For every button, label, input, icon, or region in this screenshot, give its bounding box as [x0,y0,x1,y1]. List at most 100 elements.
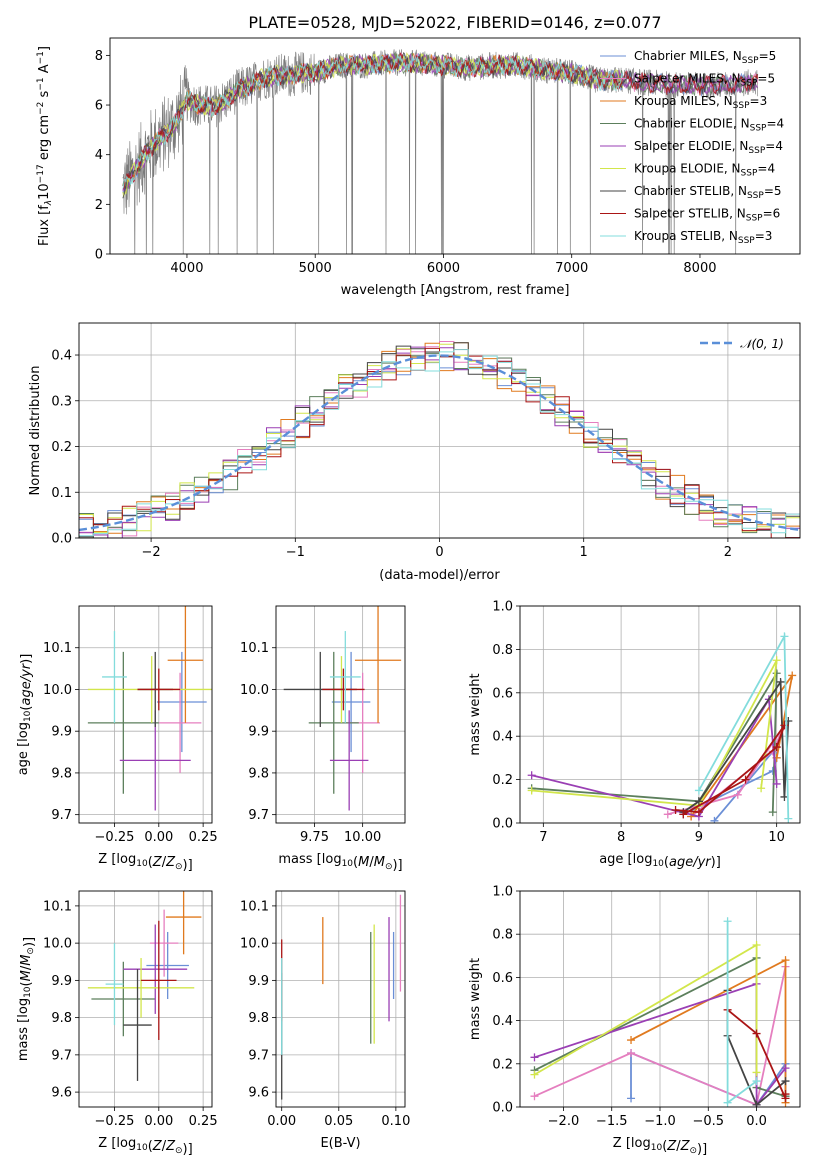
axes-frame [275,890,406,1108]
mass-weight-line [534,943,758,1076]
x-axis-label: mass [log10(M/M⊙)] [278,852,402,873]
legend-entry: 𝒩(0, 1) [740,337,784,351]
x-tick-label: −2.0 [548,1114,580,1129]
x-tick-label: 8000 [683,261,716,276]
y-tick-label: 9.7 [51,808,72,823]
x-tick-label: 9.75 [300,830,329,845]
y-tick-label: 9.9 [248,974,269,989]
y-tick-label: 0.0 [492,1101,513,1116]
data-point-marker [757,784,766,793]
y-tick-label: 0.6 [492,971,513,986]
x-tick-label: 7000 [555,261,588,276]
y-tick-label: 0.4 [492,1014,513,1029]
mass-weight-vs-age-panel: 7 8 9 10 0.0 0.2 0.4 0.6 0.8 1.0 age [log10(age/yr… [468,600,801,870]
mass-weight-line [531,669,778,813]
plot-area [79,341,800,538]
y-tick-label: 2 [95,198,103,213]
y-axis-label: Normed distribution [28,366,43,496]
y-tick-label: 10.1 [43,641,72,656]
data-point-marker [772,669,781,678]
x-tick-label: 0 [435,545,443,560]
y-tick-label: 9.8 [51,1011,72,1026]
data-point-marker [776,677,785,686]
data-point-marker [663,810,672,819]
plot-area [122,49,759,254]
data-point-marker [723,1098,732,1107]
y-tick-label: 10.1 [240,899,269,914]
y-tick-label: 0.2 [492,773,513,788]
y-tick-label: 10.0 [240,683,269,698]
data-point-marker [694,808,703,817]
y-tick-label: 0.3 [51,394,72,409]
y-tick-label: 0.2 [51,440,72,455]
data-point-marker [530,1070,539,1079]
y-tick-label: 0.4 [492,730,513,745]
age-vs-mass-panel: 9.75 10.00 9.7 9.8 9.9 10.0 10.1 mass [log10(M/… [240,605,406,873]
legend-entry: Kroupa ELODIE, NSSP=4 [634,162,775,179]
data-point-marker [781,1077,790,1086]
legend-entry: Chabrier ELODIE, NSSP=4 [634,117,784,134]
data-point-marker [627,1094,636,1103]
plot-area [281,894,402,1100]
y-tick-label: 10.0 [43,683,72,698]
age-vs-metallicity-panel: −0.25 0.00 0.25 9.7 9.8 9.9 10.0 10.1 Z [log10(Z… [16,605,218,873]
data-point-marker [694,797,703,806]
x-tick-label: 0.10 [381,1114,410,1129]
error-bar [137,668,181,711]
y-tick-label: 0.1 [51,486,72,501]
error-bar [105,943,124,1026]
y-tick-label: 10.1 [240,641,269,656]
plot-area [527,632,797,823]
data-point-marker [788,671,797,680]
plot-area [283,606,402,811]
y-tick-label: 10.0 [240,937,269,952]
y-axis-label: mass [log10(M/M⊙)] [16,937,37,1061]
data-point-marker [741,775,750,784]
data-point-marker [781,956,790,965]
x-axis-label: age [log10(age/yr)] [599,852,721,870]
mass-vs-extinction-panel: 0.00 0.05 0.10 9.6 9.7 9.8 9.9 10.0 10.1 E(B-V) [240,890,410,1151]
x-tick-label: 4000 [170,261,203,276]
y-tick-label: 8 [95,49,103,64]
y-tick-label: 0.0 [51,532,72,547]
data-point-marker [733,790,742,799]
y-tick-label: 9.8 [248,766,269,781]
y-tick-label: 0.8 [492,643,513,658]
plot-area [530,917,790,1107]
axes-frame [519,605,801,824]
y-tick-label: 9.6 [51,1086,72,1101]
x-tick-label: 0.05 [324,1114,353,1129]
x-axis-label: Z [log10(Z/Z⊙)] [613,1136,707,1157]
y-tick-label: 10.1 [43,899,72,914]
y-tick-label: 9.7 [51,1048,72,1063]
data-point-marker [671,805,680,814]
spectrum-panel: 4000 5000 6000 7000 8000 0 2 4 6 8 PLATE=0528, MJD… [36,13,801,298]
plot-area [87,891,202,1081]
data-point-marker [780,632,789,641]
data-point-marker [752,1077,761,1086]
error-bar [354,606,402,723]
x-tick-label: −1 [286,545,305,560]
data-point-marker [768,808,777,817]
data-point-marker [723,917,732,926]
y-tick-label: 0.4 [51,349,72,364]
y-tick-label: 10.0 [43,937,72,952]
legend-entry: Kroupa STELIB, NSSP=3 [634,229,772,246]
y-tick-label: 9.9 [51,725,72,740]
x-tick-label: −0.25 [95,1114,135,1129]
data-point-marker [784,814,793,823]
error-bar [146,931,189,999]
mass-weight-vs-metallicity-panel: −2.0 −1.5 −1.0 −0.5 0.0 0.0 0.2 0.4 0.6 0.8 1.0 Z [… [468,885,801,1157]
model-spectrum-line [122,52,624,197]
error-bar [123,924,188,1014]
data-point-marker [752,1029,761,1038]
x-axis-label: Z [log10(Z/Z⊙)] [98,852,192,873]
legend-entry: Chabrier STELIB, NSSP=5 [634,184,782,201]
y-tick-label: 9.7 [248,1048,269,1063]
x-tick-label: 0.00 [267,1114,296,1129]
y-axis-label: age [log10(age/yr)] [16,654,34,776]
data-point-marker [781,1064,790,1073]
axes-frame [78,605,213,824]
x-tick-label: −0.25 [95,830,135,845]
